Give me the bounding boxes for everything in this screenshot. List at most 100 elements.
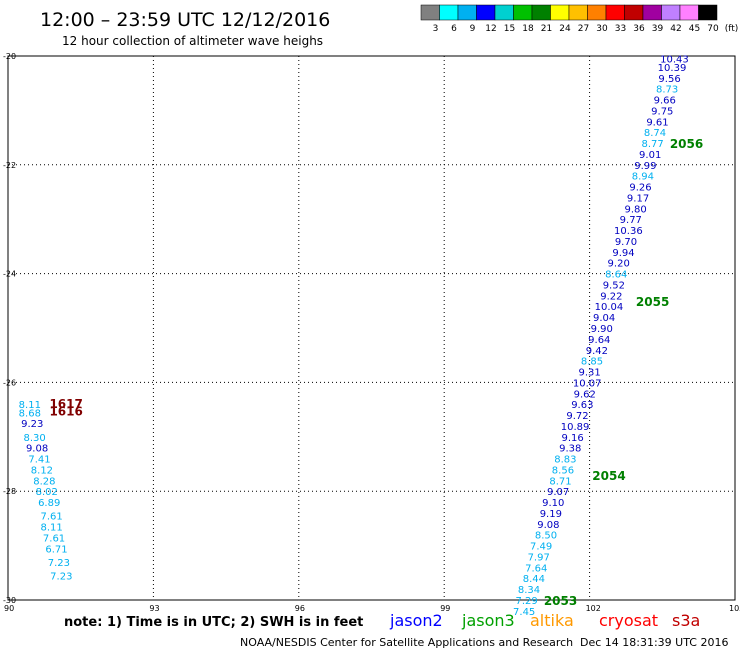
colorbar-swatch <box>550 4 570 21</box>
swh-value-label: 10.07 <box>573 378 602 389</box>
colorbar-label: 27 <box>578 24 589 34</box>
x-tick-label: 90 <box>4 604 14 613</box>
y-tick-label: -20 <box>3 52 16 61</box>
swh-value-label: 9.80 <box>625 204 647 215</box>
swh-value-label: 8.30 <box>24 433 46 444</box>
colorbar-swatch <box>494 4 514 21</box>
grid-lines <box>8 56 735 600</box>
swh-value-label: 9.19 <box>540 509 562 520</box>
y-tick-label: -26 <box>3 378 16 387</box>
swh-value-label: 9.22 <box>600 291 622 302</box>
swh-value-label: 9.70 <box>615 237 637 248</box>
y-tick-label: -22 <box>3 161 16 170</box>
legend-jason2: jason2 <box>389 611 443 630</box>
swh-value-label: 8.12 <box>31 465 53 476</box>
colorbar-label: 15 <box>504 24 515 34</box>
colorbar-label: 39 <box>652 24 664 34</box>
swh-value-label: 8.77 <box>641 139 663 150</box>
swh-value-label: 9.63 <box>571 400 593 411</box>
swh-value-label: 7.61 <box>43 533 65 544</box>
colorbar-label: (ft) <box>725 24 739 34</box>
swh-value-label: 7.64 <box>525 563 547 574</box>
colorbar-label: 45 <box>689 24 700 34</box>
colorbar-label: 9 <box>470 24 476 34</box>
swh-value-label: 10.04 <box>595 302 624 313</box>
swh-value-label: 9.08 <box>26 444 48 455</box>
swh-value-label: 7.29 <box>515 596 537 607</box>
pass-id-label: 1617 <box>49 397 82 411</box>
colorbar-label: 18 <box>522 24 534 34</box>
swh-value-label: 9.42 <box>586 346 608 357</box>
swh-value-label: 8.85 <box>581 357 603 368</box>
colorbar-label: 21 <box>541 24 552 34</box>
swh-value-label: 8.50 <box>535 531 557 542</box>
legend-cryosat: cryosat <box>599 611 658 630</box>
legend-jason3: jason3 <box>461 611 515 630</box>
legend-altika: altika <box>530 611 574 630</box>
swh-value-label: 8.68 <box>19 408 41 419</box>
swh-value-label: 7.23 <box>50 572 72 583</box>
swh-value-label: 8.71 <box>549 476 571 487</box>
swh-value-label: 6.71 <box>45 544 67 555</box>
swh-value-label: 9.94 <box>612 248 634 259</box>
swh-value-label: 9.52 <box>603 280 625 291</box>
colorbar-label: 33 <box>615 24 626 34</box>
colorbar-swatch <box>568 4 588 21</box>
colorbar-swatch <box>420 4 440 21</box>
swh-value-label: 9.17 <box>627 193 649 204</box>
colorbar-label: 24 <box>559 24 571 34</box>
swh-value-label: 6.89 <box>38 498 60 509</box>
swh-value-label: 9.99 <box>634 161 656 172</box>
swh-value-label: 7.41 <box>28 455 50 466</box>
colorbar-swatch <box>624 4 644 21</box>
color-scale-bar: 3 6 9 12 15 18 21 24 27 30 33 36 39 42 45 70 (ft) <box>420 4 739 34</box>
swh-value-label: 8.11 <box>19 400 41 411</box>
plot-frame <box>7 55 736 601</box>
swh-value-label: 9.04 <box>593 313 615 324</box>
colorbar-swatch <box>698 4 718 21</box>
swh-value-label: 9.61 <box>646 117 668 128</box>
swh-value-label: 8.83 <box>554 455 576 466</box>
footer-timestamp: Dec 14 18:31:39 UTC 2016 <box>580 636 728 649</box>
satellite-legend: jason2 jason3 altika cryosat s3a <box>389 611 700 630</box>
x-tick-label: 96 <box>295 604 305 613</box>
pass-id-label: 1616 <box>49 405 82 419</box>
swh-value-label: 9.38 <box>559 444 581 455</box>
colorbar-swatch <box>642 4 662 21</box>
colorbar-label: 30 <box>596 24 608 34</box>
swh-value-label: 7.45 <box>513 607 535 618</box>
swh-value-label: 7.97 <box>528 552 550 563</box>
pass-id-label: 2056 <box>670 137 703 151</box>
colorbar-label: 3 <box>433 24 439 34</box>
y-tick-label: -24 <box>3 270 16 279</box>
swh-value-label: 9.66 <box>654 96 676 107</box>
chart-title: 12:00 – 23:59 UTC 12/12/2016 <box>40 9 330 31</box>
swh-value-label: 9.01 <box>639 150 661 161</box>
colorbar-swatch <box>587 4 607 21</box>
swh-value-label: 8.74 <box>644 128 666 139</box>
swh-value-label: 9.23 <box>21 419 43 430</box>
swh-value-label: 8.28 <box>33 476 55 487</box>
swh-value-label: 10.43 <box>660 55 689 66</box>
swh-value-label: 8.94 <box>632 172 654 183</box>
swh-value-label: 10.89 <box>561 422 590 433</box>
swh-value-label: 9.08 <box>537 520 559 531</box>
swh-value-label: 8.73 <box>656 85 678 96</box>
data-labels: 10.4310.399.568.739.669.759.618.748.779.… <box>19 55 689 618</box>
y-tick-label: -28 <box>3 487 16 496</box>
pass-id-label: 2053 <box>544 594 577 608</box>
footer-credit: NOAA/NESDIS Center for Satellite Applica… <box>240 636 573 649</box>
x-tick-label: 102 <box>586 604 601 613</box>
swh-value-label: 9.90 <box>591 324 613 335</box>
colorbar-label: 12 <box>485 24 496 34</box>
chart-subtitle: 12 hour collection of altimeter wave hei… <box>62 34 323 48</box>
swh-value-label: 8.11 <box>40 523 62 534</box>
colorbar-swatch <box>531 4 551 21</box>
swh-value-label: 9.16 <box>562 433 584 444</box>
swh-value-label: 8.44 <box>523 574 545 585</box>
swh-value-label: 7.61 <box>40 512 62 523</box>
swh-value-label: 9.72 <box>566 411 588 422</box>
